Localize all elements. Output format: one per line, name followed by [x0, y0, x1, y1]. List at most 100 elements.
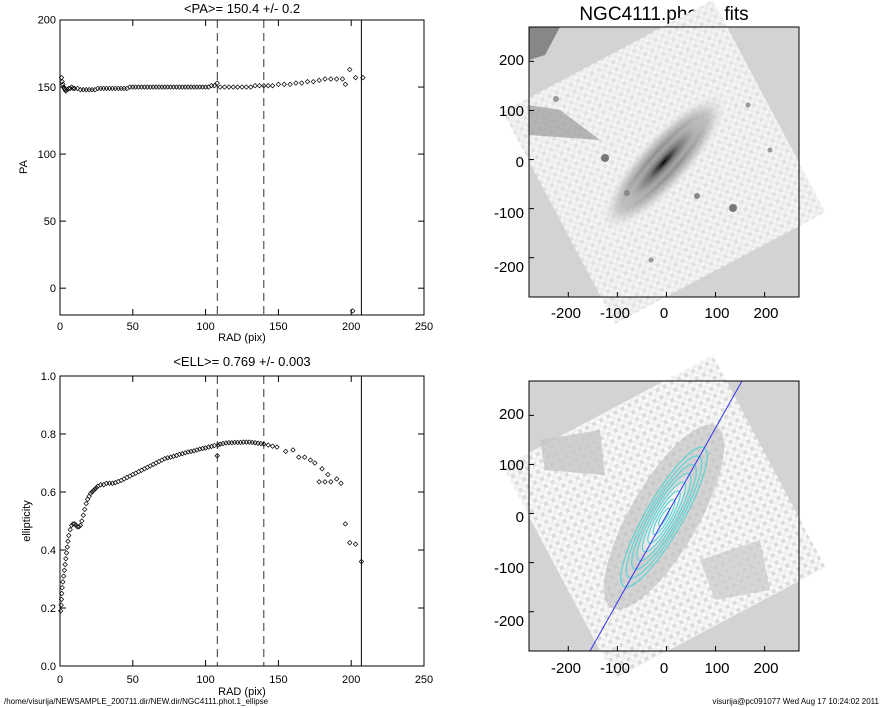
corner-dark-patch [529, 27, 560, 60]
pa-data-point [226, 84, 232, 90]
ell-data-point [68, 522, 75, 529]
ell-data-point [70, 521, 76, 527]
pa-data-point [342, 81, 349, 88]
image-xtick-label: -100 [600, 305, 630, 322]
pa-data-point [118, 85, 124, 92]
ell-data-point [135, 469, 142, 475]
pa-data-point [188, 84, 194, 90]
star-source [729, 204, 737, 212]
image-xtick-label: -200 [551, 660, 581, 677]
footer-file-path: /home/visurija/NEWSAMPLE_200711.dir/NEW.… [4, 697, 269, 706]
pa-data-point [100, 85, 107, 92]
ell-data-point [124, 474, 130, 481]
ell-data-point [214, 453, 220, 459]
pa-ytick-label: 0 [50, 283, 56, 295]
ell-data-point [328, 479, 334, 485]
galaxy-image-top [502, 0, 826, 324]
pa-data-point [349, 308, 356, 314]
star-source [624, 190, 630, 196]
ell-data-point [150, 461, 156, 468]
ell-data-point [138, 467, 145, 473]
pa-data-point [109, 85, 116, 92]
pa-data-point [60, 81, 66, 88]
pa-xtick-label: 150 [269, 321, 287, 333]
ell-data-point [182, 450, 188, 456]
pa-data-point [121, 85, 127, 92]
ell-data-point [347, 540, 353, 546]
ell-data-point [127, 473, 133, 479]
ell-data-point [282, 448, 289, 455]
pa-data-point [77, 87, 84, 93]
ell-data-point [352, 541, 359, 547]
pa-data-point [83, 87, 89, 93]
ell-data-point [82, 506, 88, 513]
pa-data-point [205, 84, 212, 90]
pa-ytick-label: 100 [38, 149, 56, 161]
ell-data-point [130, 471, 136, 478]
ell-xtick-label: 100 [196, 674, 214, 686]
ell-data-point [162, 455, 168, 462]
ell-data-point [106, 480, 113, 486]
pa-data-point [217, 84, 223, 90]
ell-data-point [79, 518, 85, 524]
pa-data-point [234, 84, 241, 90]
pa-data-point [86, 87, 92, 93]
ell-ytick-labels: 0.0 0.2 0.4 0.6 0.8 1.0 [41, 371, 56, 673]
image-ytick-label: 0 [516, 509, 524, 526]
footer-user-timestamp: visurija@pc091077 Wed Aug 17 10:24:02 20… [712, 697, 879, 706]
ell-data-point [217, 441, 223, 447]
pa-data-point [124, 85, 130, 92]
pa-plot-frame [59, 19, 425, 316]
ell-data-point [290, 447, 296, 453]
pa-data-point [310, 78, 317, 85]
ell-ytick-label: 0.4 [41, 545, 56, 557]
pa-data-point [173, 84, 180, 90]
ell-data-point [165, 455, 171, 461]
ell-data-point [141, 466, 148, 472]
ell-data-point [90, 487, 97, 494]
pa-data-point [248, 84, 254, 90]
ell-data-point [58, 602, 64, 608]
pa-data-point [95, 85, 101, 92]
pa-data-point [133, 84, 139, 90]
pa-xaxis-label: RAD (pix) [218, 332, 266, 344]
pa-data-point [170, 84, 177, 90]
image-xtick-label: -100 [600, 660, 630, 677]
ell-data-point [342, 521, 349, 527]
image-xtick-label: 0 [660, 660, 668, 677]
image-xtick-label: 100 [704, 660, 729, 677]
image-xtick-label: 200 [753, 305, 778, 322]
ell-data-point [301, 454, 308, 460]
fit-contour [647, 490, 681, 544]
ell-xtick-label: 250 [415, 674, 433, 686]
pa-data-point [304, 78, 311, 85]
image-bottom-xtick-labels: -200 -100 0 100 200 [551, 660, 779, 677]
pa-data-point [89, 87, 95, 93]
ell-data-point [60, 579, 66, 585]
ell-data-point [261, 441, 267, 447]
pa-panel: <PA>= 150.4 +/- 0.2 0 50 100 150 200 250… [18, 1, 433, 344]
pa-ytick-labels: 0 50 100 150 200 [38, 15, 56, 295]
ell-data-point [269, 443, 276, 449]
ell-data-point [62, 561, 68, 568]
pa-data-point [211, 83, 218, 89]
ell-data-point [358, 558, 365, 565]
image-xtick-label: -200 [551, 305, 581, 322]
pa-data-point [265, 83, 271, 89]
ell-data-point [100, 482, 107, 488]
fit-contour [631, 463, 697, 571]
pa-data-marks [58, 19, 425, 315]
pa-yaxis-label: PA [18, 159, 30, 174]
pa-ytick-label: 150 [38, 82, 56, 94]
ell-data-point [76, 524, 82, 530]
pa-data-point [197, 84, 203, 90]
pa-data-point [275, 81, 282, 88]
pa-data-point [256, 83, 263, 89]
image-ytick-label: -200 [494, 613, 524, 630]
ell-ytick-label: 1.0 [41, 371, 56, 383]
ell-data-point [61, 567, 68, 573]
ell-data-point [95, 483, 101, 489]
ell-data-point [220, 440, 226, 447]
ell-data-point [338, 480, 344, 486]
pa-data-point [67, 85, 73, 92]
